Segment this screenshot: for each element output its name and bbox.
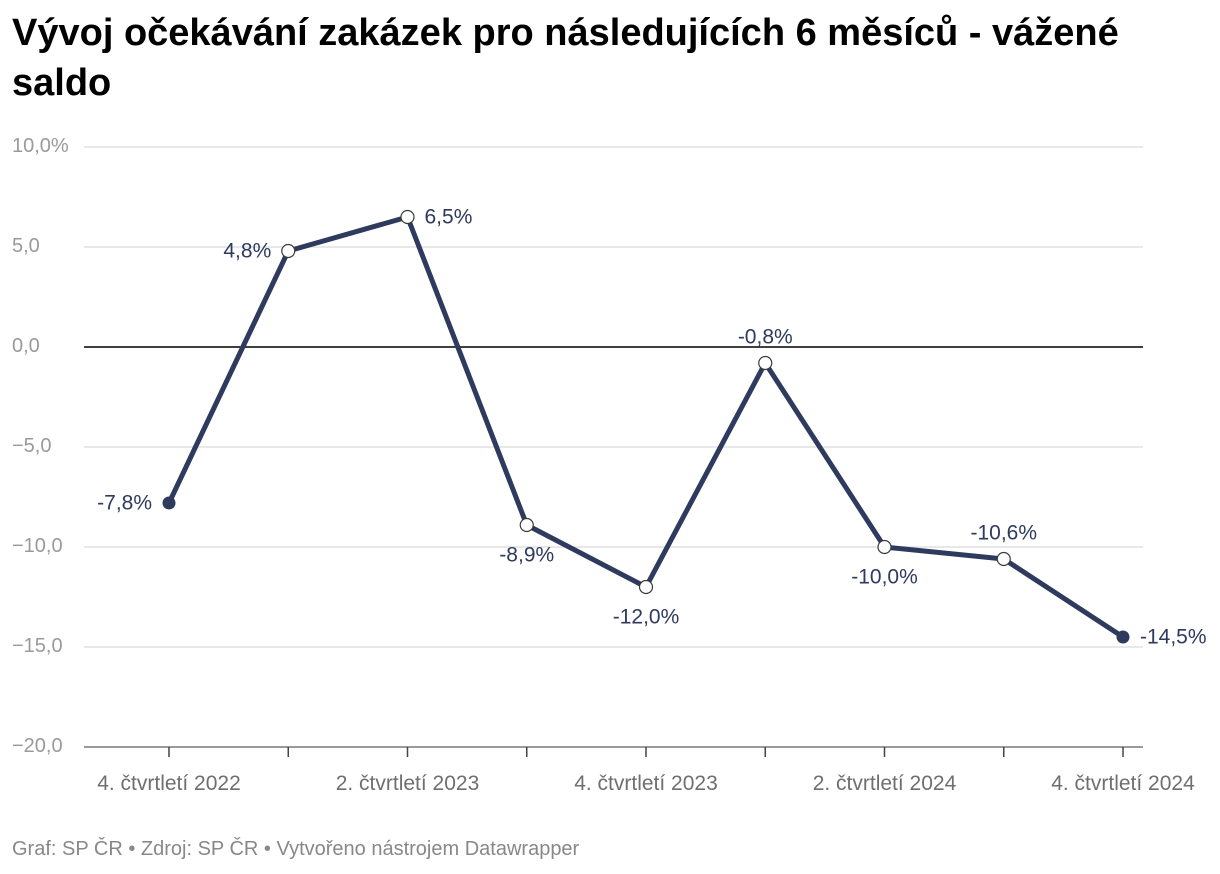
chart-footer: Graf: SP ČR • Zdroj: SP ČR • Vytvořeno n…: [12, 838, 579, 861]
data-point: [519, 517, 534, 533]
chart-title: Vývoj očekávání zakázek pro následujícíc…: [12, 12, 1119, 104]
data-label: -8,9%: [499, 544, 554, 567]
x-axis: 4. čtvrtletí 2022 2. čtvrtletí 2023 4. čtv…: [84, 746, 1195, 795]
x-tick-label: 4. čtvrtletí 2022: [97, 772, 241, 795]
grid-lines: [84, 146, 1143, 748]
y-tick-label: 5,0: [12, 235, 40, 257]
data-labels: -7,8% 4,8% 6,5% -8,9% -12,0% -0,8% -10,0% -10,6…: [97, 206, 1206, 649]
data-label: -14,5%: [1140, 626, 1207, 649]
data-label: -7,8%: [97, 492, 152, 515]
data-point: [996, 551, 1011, 567]
data-label: 4,8%: [223, 240, 271, 263]
series-line-layer: [166, 214, 1126, 640]
data-point: [1116, 630, 1130, 644]
y-tick-label: −20,0: [12, 735, 63, 757]
x-tick-label: 4. čtvrtletí 2024: [1051, 772, 1195, 795]
x-tick-label: 2. čtvrtletí 2023: [336, 772, 480, 795]
y-tick-label: −10,0: [12, 535, 63, 557]
y-tick-label: 10,0%: [12, 135, 69, 157]
y-axis-labels: 10,0% 5,0 0,0 −5,0 −10,0 −15,0 −20,0: [12, 135, 69, 757]
data-point: [400, 209, 415, 225]
footer-source: Zdroj: SP ČR: [140, 838, 259, 860]
x-tick-label: 2. čtvrtletí 2024: [813, 772, 957, 795]
data-point: [162, 496, 176, 510]
data-point: [638, 579, 654, 595]
footer-graf: Graf: SP ČR: [12, 838, 123, 860]
y-tick-label: −15,0: [12, 635, 63, 657]
footer-tool: Vytvořeno nástrojem Datawrapper: [276, 838, 580, 860]
data-points: [162, 209, 1130, 644]
data-point: [877, 539, 892, 555]
footer-separator: •: [258, 838, 277, 860]
y-tick-label: 0,0: [12, 335, 40, 357]
footer-separator: •: [122, 838, 141, 860]
data-label: -10,6%: [970, 522, 1037, 545]
data-label: -10,0%: [851, 566, 918, 589]
x-tick-label: 4. čtvrtletí 2023: [574, 772, 718, 795]
data-point: [281, 243, 296, 259]
data-label: 6,5%: [425, 206, 473, 229]
series-line: [166, 214, 1126, 640]
data-label: -12,0%: [613, 606, 680, 629]
y-tick-label: −5,0: [12, 435, 51, 457]
data-point: [758, 355, 773, 371]
data-label: -0,8%: [738, 326, 793, 349]
